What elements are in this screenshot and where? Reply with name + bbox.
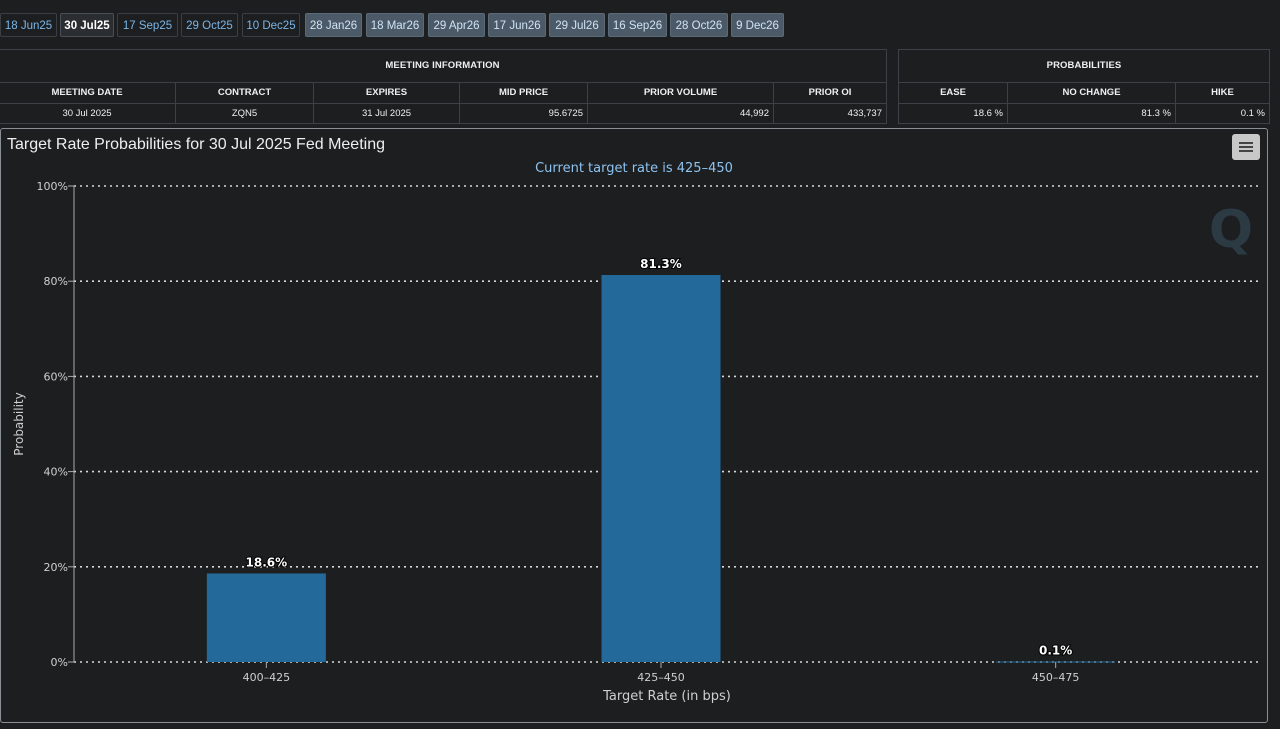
y-tick-label: 0% xyxy=(51,656,68,669)
tab-9-dec26[interactable]: 9 Dec26 xyxy=(731,13,784,37)
tab-28-jan26[interactable]: 28 Jan26 xyxy=(305,13,362,37)
tab-18-mar26[interactable]: 18 Mar26 xyxy=(366,13,424,37)
meeting-header-cell: MEETING DATE xyxy=(0,83,176,103)
tab-28-oct26[interactable]: 28 Oct26 xyxy=(670,13,728,37)
probabilities-table: PROBABILITIES EASE NO CHANGE HIKE 18.6 % 81… xyxy=(898,49,1270,124)
probabilities-value-row: 18.6 % 81.3 % 0.1 % xyxy=(899,104,1269,124)
meeting-information-title: MEETING INFORMATION xyxy=(0,50,886,83)
probability-header-cell: EASE xyxy=(899,83,1008,103)
meeting-header-cell: PRIOR VOLUME xyxy=(588,83,774,103)
x-tick-label: 450–475 xyxy=(1032,671,1080,684)
tab-29-apr26[interactable]: 29 Apr26 xyxy=(428,13,485,37)
probability-value-cell: 0.1 % xyxy=(1240,108,1265,119)
meeting-information-header-row: MEETING DATE CONTRACT EXPIRES MID PRICE PRIO… xyxy=(0,83,886,104)
x-axis-title: Target Rate (in bps) xyxy=(602,689,731,704)
y-tick-label: 80% xyxy=(44,275,68,288)
bar xyxy=(601,275,721,662)
probability-bar-chart: Current target rate is 425–450 Q 0% 20% 40% 6… xyxy=(12,161,1258,704)
y-tick-label: 100% xyxy=(37,180,68,193)
probability-header-cell: NO CHANGE xyxy=(1008,83,1176,103)
meeting-value-cell: 44,992 xyxy=(588,104,774,124)
bar-data-label: 81.3% xyxy=(640,257,682,271)
meeting-value-cell: 95.6725 xyxy=(460,104,588,124)
chart-title: Target Rate Probabilities for 30 Jul 202… xyxy=(7,136,385,153)
meeting-header-cell: MID PRICE xyxy=(460,83,588,103)
y-tick-label: 20% xyxy=(44,561,68,574)
probabilities-header-row: EASE NO CHANGE HIKE xyxy=(899,83,1269,104)
bar xyxy=(206,573,326,662)
x-tick-label: 425–450 xyxy=(637,671,685,684)
probabilities-title: PROBABILITIES xyxy=(899,50,1269,83)
tab-17-jun26[interactable]: 17 Jun26 xyxy=(488,13,546,37)
meeting-value-cell: ZQN5 xyxy=(176,104,314,124)
meeting-header-cell: PRIOR OI xyxy=(808,87,852,98)
tab-18-jun25[interactable]: 18 Jun25 xyxy=(0,13,57,37)
meeting-value-cell: 433,737 xyxy=(847,108,882,119)
probability-value-cell: 81.3 % xyxy=(1008,104,1176,124)
meeting-header-cell: EXPIRES xyxy=(314,83,460,103)
watermark-logo-icon: Q xyxy=(1209,200,1253,260)
chart-subtitle: Current target rate is 425–450 xyxy=(535,161,733,176)
hamburger-menu-icon[interactable] xyxy=(1232,134,1260,160)
chart-panel: Target Rate Probabilities for 30 Jul 202… xyxy=(0,128,1268,723)
tab-30-jul25[interactable]: 30 Jul25 xyxy=(60,13,114,37)
bar-data-label: 0.1% xyxy=(1039,644,1072,658)
tab-29-jul26[interactable]: 29 Jul26 xyxy=(549,13,605,37)
meeting-header-cell: CONTRACT xyxy=(176,83,314,103)
bar-data-label: 18.6% xyxy=(246,555,288,569)
tab-16-sep26[interactable]: 16 Sep26 xyxy=(608,13,667,37)
meeting-information-value-row: 30 Jul 2025 ZQN5 31 Jul 2025 95.6725 44,992 4… xyxy=(0,104,886,124)
probability-header-cell: HIKE xyxy=(1211,87,1234,98)
tab-17-sep25[interactable]: 17 Sep25 xyxy=(117,13,178,37)
x-tick-label: 400–425 xyxy=(243,671,291,684)
y-axis-title: Probability xyxy=(12,392,26,455)
y-tick-label: 40% xyxy=(44,466,68,479)
tab-29-oct25[interactable]: 29 Oct25 xyxy=(181,13,238,37)
meeting-value-cell: 31 Jul 2025 xyxy=(314,104,460,124)
probability-value-cell: 18.6 % xyxy=(899,104,1008,124)
meeting-information-table: MEETING INFORMATION MEETING DATE CONTRACT… xyxy=(0,49,887,124)
y-tick-label: 60% xyxy=(44,370,68,383)
tab-10-dec25[interactable]: 10 Dec25 xyxy=(242,13,300,37)
meeting-value-cell: 30 Jul 2025 xyxy=(0,104,176,124)
